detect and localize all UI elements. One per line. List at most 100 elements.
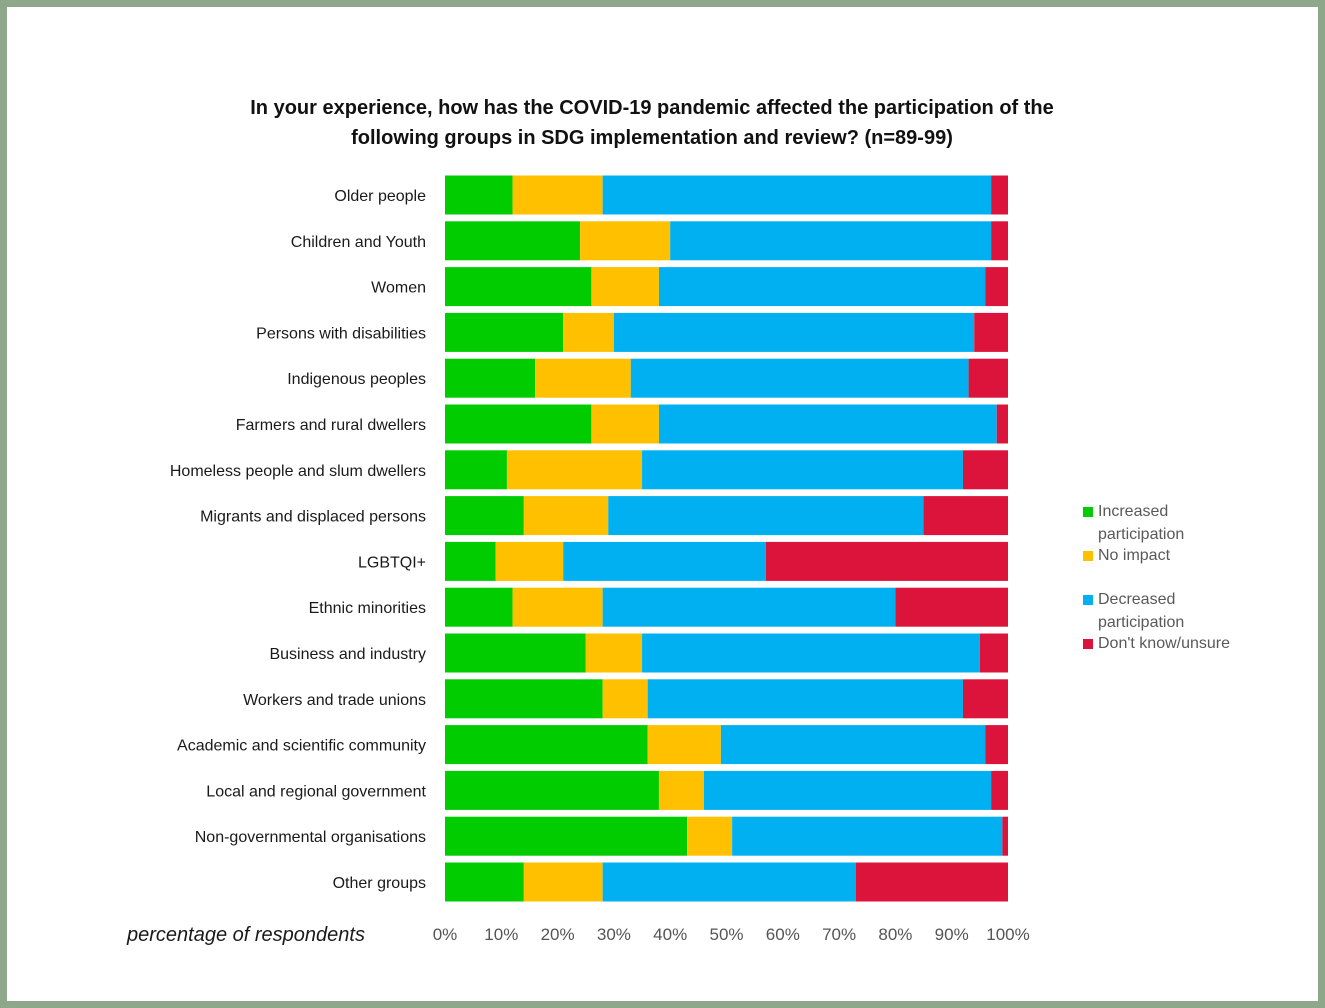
legend-swatch-dont-know	[1083, 639, 1093, 649]
x-axis-label: percentage of respondents	[127, 924, 365, 946]
chart-legend: Increased participation No impact Decrea…	[1083, 500, 1243, 655]
bar-other-groups-don-t-know-unsure	[855, 862, 1008, 902]
chart-title: In your experience, how has the COVID-19…	[157, 93, 1147, 153]
legend-swatch-increased	[1083, 507, 1093, 517]
bar-lgbtqi-increased-participation	[445, 541, 496, 581]
x-tick-label-1: 10%	[484, 925, 518, 944]
bar-indigenous-peoples-increased-participation	[445, 358, 536, 398]
bar-older-people-don-t-know-unsure	[991, 175, 1008, 215]
bar-migrants-and-displaced-persons-decreased-participation	[608, 496, 924, 536]
bar-local-and-regional-government-no-impact	[658, 770, 704, 810]
bar-homeless-people-and-slum-dwellers-increased-participation	[445, 450, 507, 490]
x-tick-label-4: 40%	[653, 925, 687, 944]
bar-ethnic-minorities-don-t-know-unsure	[895, 587, 1008, 627]
x-tick-label-2: 20%	[541, 925, 575, 944]
category-label-older-people: Older people	[334, 188, 426, 205]
bar-business-and-industry-increased-participation	[445, 633, 586, 673]
bar-non-governmental-organisations-no-impact	[687, 816, 733, 856]
bar-homeless-people-and-slum-dwellers-decreased-participation	[642, 450, 963, 490]
bar-business-and-industry-don-t-know-unsure	[979, 633, 1008, 673]
bar-workers-and-trade-unions-don-t-know-unsure	[962, 679, 1008, 719]
chart-title-line-1: In your experience, how has the COVID-19…	[250, 97, 1054, 119]
bar-persons-with-disabilities-decreased-participation	[613, 312, 975, 352]
bar-business-and-industry-no-impact	[585, 633, 643, 673]
bar-ethnic-minorities-no-impact	[512, 587, 603, 627]
legend-item-decreased: Decreased participation	[1083, 588, 1243, 632]
category-label-women: Women	[371, 280, 426, 297]
bar-workers-and-trade-unions-decreased-participation	[647, 679, 963, 719]
x-tick-label-6: 60%	[766, 925, 800, 944]
bar-children-and-youth-increased-participation	[445, 221, 581, 261]
bar-lgbtqi-no-impact	[495, 541, 564, 581]
bar-other-groups-decreased-participation	[602, 862, 856, 902]
bar-migrants-and-displaced-persons-no-impact	[523, 496, 609, 536]
legend-label-no-impact: No impact	[1098, 547, 1171, 564]
chart-title-line-2: following groups in SDG implementation a…	[351, 127, 953, 149]
bar-persons-with-disabilities-increased-participation	[445, 312, 564, 352]
category-label-homeless-people-and-slum-dwellers: Homeless people and slum dwellers	[170, 463, 426, 480]
bar-lgbtqi-decreased-participation	[563, 541, 766, 581]
category-label-persons-with-disabilities: Persons with disabilities	[256, 325, 426, 342]
bar-persons-with-disabilities-don-t-know-unsure	[974, 312, 1008, 352]
bar-indigenous-peoples-no-impact	[535, 358, 631, 398]
bar-women-don-t-know-unsure	[985, 267, 1008, 307]
bar-academic-and-scientific-community-don-t-know-unsure	[985, 725, 1008, 765]
bar-academic-and-scientific-community-decreased-participation	[720, 725, 986, 765]
category-label-other-groups: Other groups	[333, 875, 426, 892]
bar-women-decreased-participation	[658, 267, 986, 307]
x-tick-label-3: 30%	[597, 925, 631, 944]
bar-farmers-and-rural-dwellers-no-impact	[591, 404, 659, 444]
bar-workers-and-trade-unions-increased-participation	[445, 679, 603, 719]
bar-non-governmental-organisations-don-t-know-unsure	[1002, 816, 1008, 856]
bar-migrants-and-displaced-persons-don-t-know-unsure	[923, 496, 1008, 536]
bar-homeless-people-and-slum-dwellers-don-t-know-unsure	[962, 450, 1008, 490]
bar-other-groups-increased-participation	[445, 862, 524, 902]
bar-business-and-industry-decreased-participation	[642, 633, 980, 673]
bar-migrants-and-displaced-persons-increased-participation	[445, 496, 524, 536]
bar-local-and-regional-government-increased-participation	[445, 770, 659, 810]
bar-farmers-and-rural-dwellers-don-t-know-unsure	[996, 404, 1008, 444]
bar-women-increased-participation	[445, 267, 592, 307]
bar-children-and-youth-don-t-know-unsure	[991, 221, 1008, 261]
bar-women-no-impact	[591, 267, 659, 307]
bar-older-people-decreased-participation	[602, 175, 992, 215]
category-label-business-and-industry: Business and industry	[269, 646, 426, 663]
bar-academic-and-scientific-community-no-impact	[647, 725, 721, 765]
legend-label-dont-know: Don't know/unsure	[1098, 635, 1231, 652]
bar-non-governmental-organisations-increased-participation	[445, 816, 688, 856]
category-label-migrants-and-displaced-persons: Migrants and displaced persons	[200, 509, 426, 526]
bar-lgbtqi-don-t-know-unsure	[765, 541, 1008, 581]
bar-indigenous-peoples-don-t-know-unsure	[968, 358, 1008, 398]
bar-older-people-increased-participation	[445, 175, 513, 215]
category-label-local-and-regional-government: Local and regional government	[206, 783, 426, 800]
bar-farmers-and-rural-dwellers-increased-participation	[445, 404, 592, 444]
x-tick-label-7: 70%	[822, 925, 856, 944]
bar-ethnic-minorities-increased-participation	[445, 587, 513, 627]
category-label-farmers-and-rural-dwellers: Farmers and rural dwellers	[236, 417, 426, 434]
bar-non-governmental-organisations-decreased-participation	[732, 816, 1003, 856]
bar-indigenous-peoples-decreased-participation	[630, 358, 969, 398]
legend-item-no-impact: No impact	[1083, 544, 1243, 588]
x-tick-label-10: 100%	[986, 925, 1029, 944]
bar-workers-and-trade-unions-no-impact	[602, 679, 648, 719]
bar-children-and-youth-decreased-participation	[670, 221, 992, 261]
bar-ethnic-minorities-decreased-participation	[602, 587, 896, 627]
x-tick-label-0: 0%	[433, 925, 458, 944]
bar-homeless-people-and-slum-dwellers-no-impact	[506, 450, 643, 490]
category-label-children-and-youth: Children and Youth	[291, 234, 426, 251]
bar-local-and-regional-government-decreased-participation	[703, 770, 992, 810]
bar-academic-and-scientific-community-increased-participation	[445, 725, 648, 765]
category-label-lgbtqi: LGBTQI+	[358, 554, 426, 571]
category-label-ethnic-minorities: Ethnic minorities	[309, 600, 426, 617]
bar-children-and-youth-no-impact	[580, 221, 671, 261]
bar-farmers-and-rural-dwellers-decreased-participation	[658, 404, 997, 444]
x-tick-label-5: 50%	[709, 925, 743, 944]
category-label-academic-and-scientific-community: Academic and scientific community	[177, 738, 426, 755]
legend-label-increased: Increased participation	[1098, 503, 1185, 543]
category-label-indigenous-peoples: Indigenous peoples	[287, 371, 426, 388]
legend-label-decreased: Decreased participation	[1098, 591, 1185, 631]
legend-swatch-no-impact	[1083, 551, 1093, 561]
bar-other-groups-no-impact	[523, 862, 603, 902]
legend-item-increased: Increased participation	[1083, 500, 1243, 544]
